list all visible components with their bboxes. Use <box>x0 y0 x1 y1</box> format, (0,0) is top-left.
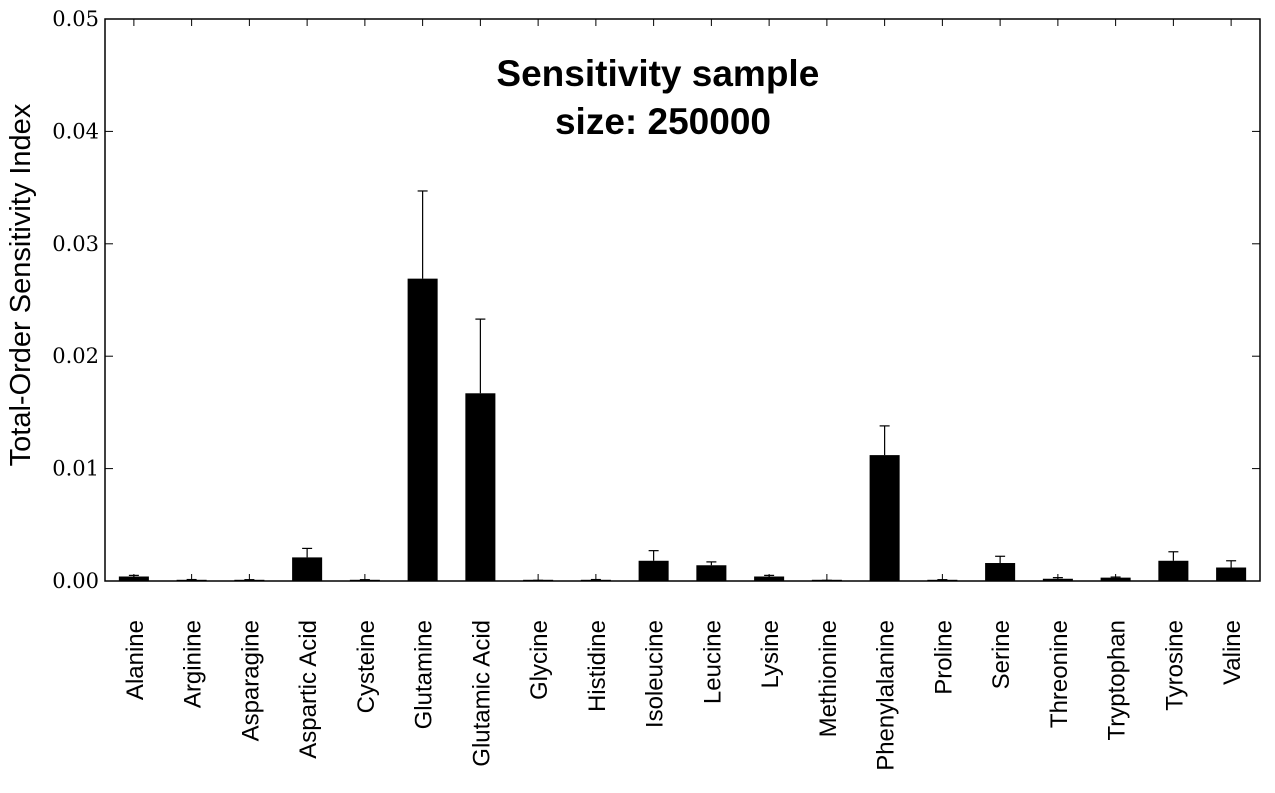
chart-title: Sensitivity sample size: 250000 <box>496 53 829 142</box>
x-tick-label: Arginine <box>180 620 207 708</box>
x-tick-label: Tyrosine <box>1161 620 1188 711</box>
y-axis: 0.00 0.01 0.02 0.03 0.04 0.05 <box>52 7 1260 593</box>
y-tick-label: 0.02 <box>52 344 99 368</box>
bar-isoleucine <box>638 560 669 581</box>
x-tick-label: Serine <box>988 620 1015 689</box>
x-tick-label: Histidine <box>584 620 611 712</box>
x-tick-label: Asparagine <box>237 620 264 741</box>
chart-title-line-2: size: 250000 <box>555 101 771 142</box>
y-tick-label: 0.05 <box>52 7 99 31</box>
bar-serine <box>985 563 1016 581</box>
y-tick-label: 0.01 <box>52 457 99 481</box>
x-tick-label: Glutamic Acid <box>468 620 495 767</box>
bar-aspartic-acid <box>292 557 323 581</box>
bar-phenylalanine <box>869 455 900 581</box>
x-tick-label: Phenylalanine <box>873 620 900 771</box>
y-tick-label: 0.00 <box>52 569 99 593</box>
x-tick-label: Methionine <box>815 620 842 737</box>
bar-tyrosine <box>1158 560 1189 581</box>
bar-glutamine <box>407 278 438 581</box>
x-tick-label: Aspartic Acid <box>295 620 322 759</box>
x-tick-label: Glycine <box>526 620 553 700</box>
bar-leucine <box>696 565 727 581</box>
y-axis-label: Total-Order Sensitivity Index <box>5 103 37 466</box>
x-tick-label: Tryptophan <box>1104 620 1131 741</box>
x-axis: Alanine Arginine Asparagine Aspartic Acid Cy… <box>122 19 1246 771</box>
x-tick-label: Alanine <box>122 620 149 700</box>
x-tick-label: Threonine <box>1046 620 1073 728</box>
bars-layer <box>118 278 1247 581</box>
error-bars-layer <box>128 190 1237 581</box>
x-tick-label: Isoleucine <box>642 620 669 728</box>
plot-frame <box>104 18 1261 582</box>
bar-glutamic-acid <box>465 393 496 581</box>
x-tick-label: Leucine <box>699 620 726 704</box>
x-tick-label: Lysine <box>757 620 784 688</box>
x-tick-label: Proline <box>930 620 957 695</box>
y-tick-label: 0.04 <box>52 119 99 143</box>
y-tick-label: 0.03 <box>52 232 99 256</box>
x-tick-label: Valine <box>1219 620 1246 685</box>
chart-title-line-1: Sensitivity sample <box>496 53 819 94</box>
x-tick-label: Glutamine <box>411 620 438 729</box>
x-tick-label: Cysteine <box>353 620 380 713</box>
